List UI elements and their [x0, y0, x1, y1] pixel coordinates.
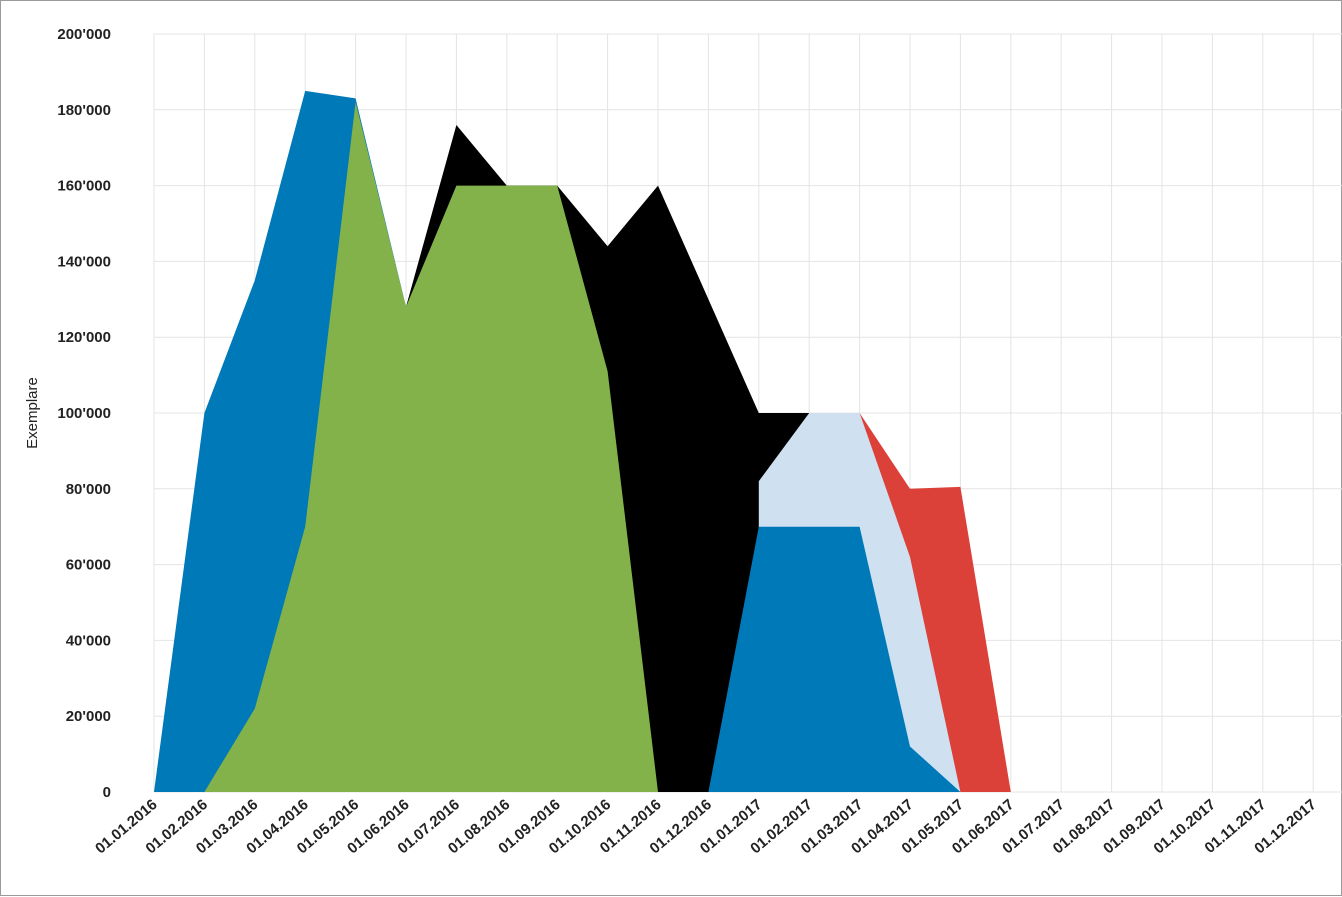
y-axis-label: Exemplare — [24, 377, 41, 449]
y-axis-ticks: 0 20'000 40'000 60'000 80'000 100'000 120'000 1… — [57, 26, 111, 801]
y-tick-label: 120'000 — [57, 329, 111, 346]
y-tick-label: 160'000 — [57, 178, 111, 195]
y-tick-label: 60'000 — [66, 557, 111, 574]
series-areas — [154, 90, 1011, 792]
y-tick-label: 40'000 — [66, 632, 111, 649]
y-tick-label: 0 — [103, 784, 111, 801]
series-area-6 — [708, 526, 961, 792]
y-tick-label: 80'000 — [66, 481, 111, 498]
y-tick-label: 20'000 — [66, 708, 111, 725]
y-tick-label: 100'000 — [57, 405, 111, 422]
y-tick-label: 180'000 — [57, 102, 111, 119]
series-area-3 — [204, 102, 658, 792]
y-tick-label: 200'000 — [57, 26, 111, 43]
y-tick-label: 140'000 — [57, 253, 111, 270]
x-axis-ticks: 01.01.201601.02.201601.03.201601.04.2016… — [92, 796, 1320, 857]
